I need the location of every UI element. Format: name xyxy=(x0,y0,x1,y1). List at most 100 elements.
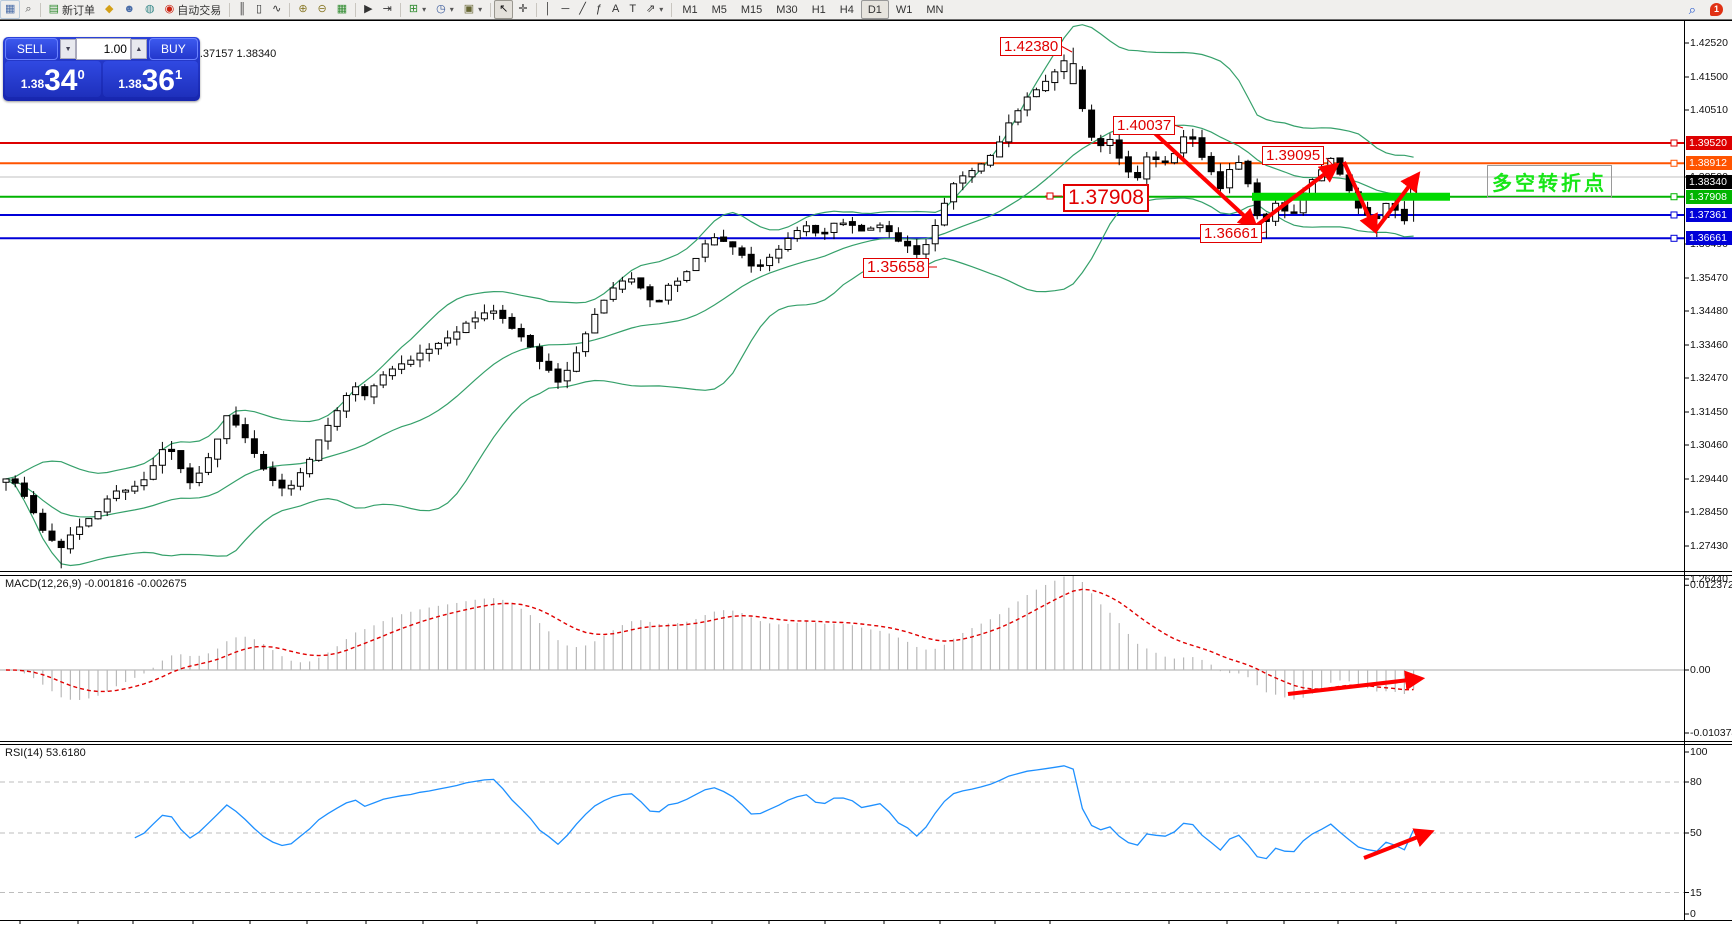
price-tick-label: 1.28450 xyxy=(1690,506,1728,518)
dropdown-caret-icon[interactable]: ▾ xyxy=(478,5,483,14)
rsi-label: RSI(14) 53.6180 xyxy=(5,747,86,759)
autotrading-icon[interactable]: ◉ 自动交易 xyxy=(160,0,227,19)
indicators-icon[interactable]: ⊞ ▾ xyxy=(404,0,431,19)
buy-button[interactable]: BUY xyxy=(148,38,198,60)
trend-arrow[interactable] xyxy=(1146,125,1259,229)
bar-chart-icon[interactable]: ║ xyxy=(233,0,251,19)
price-tick-label: 1.32470 xyxy=(1690,372,1728,384)
timeframe-d1[interactable]: D1 xyxy=(860,0,889,19)
toolbar: ▦ ⌕ ▤ 新订单 ◆ ☻ ◍ ◉ 自动交易 ║ ▯ ∿ ⊕ ⊖ ▦ ▶ ⇥ ⊞ ▾ ◷ ▾ ▣ ▾ ↖ ✛ │ ─ ╱ ƒ A T ⇗ ▾ M1… xyxy=(0,0,1732,20)
pivot-zone-label[interactable]: 多空转折点 xyxy=(1487,165,1612,198)
price-annotation-1.39095[interactable]: 1.39095 xyxy=(1262,146,1325,166)
price-tick-label: 1.31450 xyxy=(1690,406,1728,418)
annotation-handle[interactable] xyxy=(1046,192,1054,200)
rsi-tick-label: 50 xyxy=(1690,827,1702,839)
hline-handle[interactable] xyxy=(1670,159,1678,167)
chart-canvas[interactable] xyxy=(0,20,1732,936)
dropdown-caret-icon[interactable]: ▾ xyxy=(659,5,664,14)
price-annotation-1.36661[interactable]: 1.36661 xyxy=(1200,224,1263,244)
sell-price-small: 1.38 xyxy=(20,77,45,91)
hline-handle[interactable] xyxy=(1670,211,1678,219)
timeframe-m5[interactable]: M5 xyxy=(711,3,727,16)
hline-handle[interactable] xyxy=(1670,193,1678,201)
fibonacci-icon[interactable]: ƒ xyxy=(591,0,607,19)
macd-tick-label: 0.012372 xyxy=(1690,579,1732,592)
bollinger-upper-band[interactable] xyxy=(5,24,1414,480)
expert-advisor-icon[interactable]: ☻ xyxy=(118,0,140,19)
indicators-icon: ⊞ xyxy=(408,3,419,15)
text-label-icon[interactable]: T xyxy=(624,0,641,19)
macd-panel[interactable] xyxy=(0,575,1684,700)
rsi-trend-arrow[interactable] xyxy=(1363,828,1435,860)
styler-icon[interactable]: ◆ xyxy=(100,0,118,19)
price-tick-label: 1.26440 xyxy=(1690,573,1728,585)
volume-up-button[interactable]: ▲ xyxy=(130,39,147,59)
signals-icon[interactable]: ◍ xyxy=(140,0,160,19)
sell-price[interactable]: 1.38 34 0 xyxy=(5,61,101,97)
dropdown-caret-icon[interactable]: ▾ xyxy=(449,5,454,14)
rsi-panel[interactable] xyxy=(0,765,1684,893)
dropdown-caret-icon[interactable]: ▾ xyxy=(422,5,427,14)
rsi-line[interactable] xyxy=(134,765,1415,860)
price-tick-label: 1.33460 xyxy=(1690,339,1728,351)
price-tick-label: 1.27430 xyxy=(1690,540,1728,552)
volume-down-button[interactable]: ▼ xyxy=(60,39,76,59)
trend-arrow[interactable] xyxy=(1374,171,1421,232)
new-order-icon[interactable]: ▤ 新订单 xyxy=(44,0,100,19)
trendline-icon[interactable]: ╱ xyxy=(574,0,591,19)
buy-price-small: 1.38 xyxy=(118,77,142,91)
zoom-out-icon[interactable]: ⊖ xyxy=(313,0,332,19)
cursor-icon[interactable]: ↖ xyxy=(494,0,514,19)
crosshair-icon[interactable]: ✛ xyxy=(513,0,532,19)
price-annotation-1.37908[interactable]: 1.37908 xyxy=(1063,184,1149,213)
trendline-icon: ╱ xyxy=(579,3,586,15)
candlesticks[interactable] xyxy=(2,47,1418,569)
bollinger-middle-band[interactable] xyxy=(5,124,1414,518)
hline-handle[interactable] xyxy=(1670,234,1678,242)
sell-button[interactable]: SELL xyxy=(5,38,59,60)
chart-window-icon[interactable]: ▦ xyxy=(0,0,21,19)
tile-windows-icon[interactable]: ▦ xyxy=(332,0,352,19)
price-annotation-1.42380[interactable]: 1.42380 xyxy=(1000,37,1063,57)
price-tick-label: 1.35470 xyxy=(1690,272,1728,284)
macd-trend-arrow[interactable] xyxy=(1287,670,1426,696)
sell-price-sup: 0 xyxy=(77,67,85,82)
notifications-icon: 1 xyxy=(1710,3,1723,16)
price-tick-label: 1.30460 xyxy=(1690,439,1728,451)
pivot-zone-bar[interactable] xyxy=(1252,192,1450,201)
main-chart-panel[interactable] xyxy=(0,24,1684,569)
timeframe-m1[interactable]: M1 xyxy=(682,3,698,16)
notifications-icon[interactable]: 1 xyxy=(1705,0,1728,19)
arrows-icon[interactable]: ⇗ ▾ xyxy=(641,0,668,19)
templates-icon[interactable]: ▣ ▾ xyxy=(459,0,487,19)
candlestick-chart-icon[interactable]: ▯ xyxy=(251,0,267,19)
timeframe-h4[interactable]: H4 xyxy=(839,3,854,16)
print-preview-icon[interactable]: ⌕ xyxy=(20,0,36,19)
price-annotation-1.40037[interactable]: 1.40037 xyxy=(1113,116,1176,136)
chart-stage[interactable]: ▲ GBPUSD-,Daily 1.37824 1.38354 1.37157 … xyxy=(0,20,1732,936)
volume-input[interactable] xyxy=(75,38,131,60)
buy-price-sup: 1 xyxy=(175,67,183,82)
search-icon[interactable]: ⌕ xyxy=(1684,0,1701,19)
new-order-icon-label: 新订单 xyxy=(61,4,95,17)
line-chart-icon[interactable]: ∿ xyxy=(267,0,286,19)
trend-arrow[interactable] xyxy=(1342,161,1378,235)
horizontal-line-icon[interactable]: ─ xyxy=(556,0,574,19)
price-annotation-1.35658[interactable]: 1.35658 xyxy=(863,258,929,279)
macd-signal-line[interactable] xyxy=(5,588,1414,693)
timeframe-m30[interactable]: M30 xyxy=(776,3,798,16)
bollinger-lower-band[interactable] xyxy=(5,197,1414,567)
timeframe-mn[interactable]: MN xyxy=(926,3,944,16)
timeframe-h1[interactable]: H1 xyxy=(811,3,826,16)
trend-arrow[interactable] xyxy=(1254,162,1340,228)
text-icon[interactable]: A xyxy=(607,0,624,19)
timeframe-m15[interactable]: M15 xyxy=(740,3,763,16)
zoom-in-icon[interactable]: ⊕ xyxy=(293,0,312,19)
chart-shift-icon[interactable]: ⇥ xyxy=(378,0,397,19)
buy-price[interactable]: 1.38 36 1 xyxy=(102,61,198,97)
hline-handle[interactable] xyxy=(1670,139,1678,147)
timeframe-w1[interactable]: W1 xyxy=(895,3,913,16)
periods-icon[interactable]: ◷ ▾ xyxy=(431,0,459,19)
auto-scroll-icon[interactable]: ▶ xyxy=(359,0,377,19)
vertical-line-icon[interactable]: │ xyxy=(540,0,557,19)
